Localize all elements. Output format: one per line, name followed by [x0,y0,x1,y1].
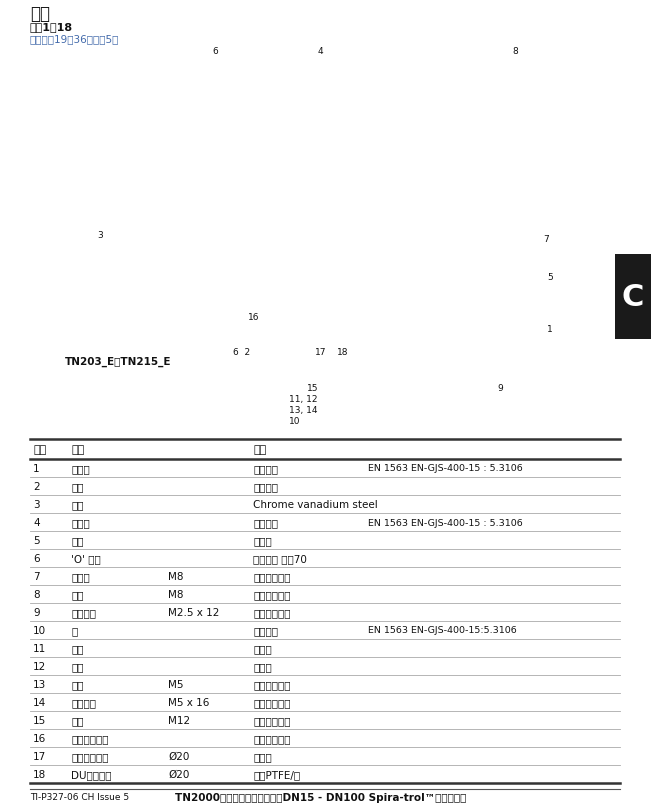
Text: M5 x 16: M5 x 16 [168,697,210,707]
Text: 18: 18 [337,348,348,357]
Text: 前夹: 前夹 [71,643,83,653]
Text: 复合管: 复合管 [253,535,271,545]
Text: 9: 9 [33,607,40,617]
Text: 8: 8 [512,47,518,57]
Text: 钣: 钣 [71,625,77,635]
Text: 碳钢（板钢）: 碳钢（板钢） [253,590,290,599]
Text: EN 1563 EN-GJS-400-15 : 5.3106: EN 1563 EN-GJS-400-15 : 5.3106 [368,464,523,473]
Text: 活塞: 活塞 [71,482,83,491]
Text: TI-P327-06 CH Issue 5: TI-P327-06 CH Issue 5 [30,792,129,801]
Text: 15: 15 [307,384,318,393]
Text: 3: 3 [33,500,40,509]
Text: DU平板轴承: DU平板轴承 [71,769,111,779]
Text: 螺纹杆: 螺纹杆 [71,571,90,581]
Text: 3: 3 [97,230,103,239]
Text: 碳钢（板钢）: 碳钢（板钢） [253,607,290,617]
Text: 序号: 序号 [33,444,46,454]
Text: 10: 10 [33,625,46,635]
Text: 17: 17 [315,348,327,357]
Text: 10: 10 [289,417,301,426]
Text: 7: 7 [543,235,549,244]
Text: 11: 11 [33,643,46,653]
Text: 6: 6 [212,47,217,57]
Text: 不锈钢: 不锈钢 [253,661,271,672]
Text: 螺母: 螺母 [71,679,83,689]
Text: 4: 4 [33,517,40,527]
Text: M8: M8 [168,571,184,581]
Text: 15: 15 [33,715,46,725]
Text: 球墨铸铁: 球墨铸铁 [253,625,278,635]
Text: C: C [622,283,644,311]
Text: 5: 5 [547,273,553,282]
Text: 6  2: 6 2 [233,348,250,357]
Text: 杆密封防尘圈: 杆密封防尘圈 [71,751,109,761]
Text: 2: 2 [33,482,40,491]
Text: 16: 16 [248,313,260,322]
Text: 后夹: 后夹 [71,661,83,672]
Text: Chrome vanadium steel: Chrome vanadium steel [253,500,378,509]
Text: 11, 12: 11, 12 [289,395,318,404]
Text: 材料: 材料 [30,5,50,23]
Text: 14: 14 [33,697,46,707]
Text: 1: 1 [33,463,40,474]
Text: 16: 16 [33,733,46,743]
Text: 平头螺丝: 平头螺丝 [71,607,96,617]
Text: 碳钢（板钢）: 碳钢（板钢） [253,679,290,689]
Text: TN203_E或TN215_E: TN203_E或TN215_E [65,356,171,367]
Text: 部件1到18: 部件1到18 [30,22,73,32]
Text: 气缸顶: 气缸顶 [71,517,90,527]
Text: 17: 17 [33,751,46,761]
Text: 6: 6 [33,553,40,564]
Text: 气缸底: 气缸底 [71,463,90,474]
Text: 部件: 部件 [71,444,84,454]
Text: 球墨铸铁: 球墨铸铁 [253,463,278,474]
Text: Ø20: Ø20 [168,751,189,761]
Text: 8: 8 [33,590,40,599]
Bar [0,68,651,440]
Bar [615,255,651,340]
Text: 螺母: 螺母 [71,590,83,599]
Text: 7: 7 [33,571,40,581]
Text: M2.5 x 12: M2.5 x 12 [168,607,219,617]
Text: 4: 4 [318,46,324,55]
Text: 12: 12 [33,661,46,672]
Text: 丁腈橡胶 硬度70: 丁腈橡胶 硬度70 [253,553,307,564]
Text: Ø20: Ø20 [168,769,189,779]
Text: 13, 14: 13, 14 [289,406,318,415]
Text: 六角螺钉: 六角螺钉 [71,697,96,707]
Text: 球墨铸铁: 球墨铸铁 [253,482,278,491]
Text: TN2000气缸式气动执行器用于DN15 - DN100 Spira-trol™系列控制阀: TN2000气缸式气动执行器用于DN15 - DN100 Spira-trol™… [175,792,466,802]
Text: 9: 9 [497,384,503,393]
Text: 碳钢（板钢）: 碳钢（板钢） [253,733,290,743]
Text: 'O' 型圈: 'O' 型圈 [71,553,101,564]
Text: M12: M12 [168,715,190,725]
Text: 球墨铸铁: 球墨铸铁 [253,517,278,527]
Text: 13: 13 [33,679,46,689]
Text: M5: M5 [168,679,184,689]
Text: 不锈钢: 不锈钢 [253,643,271,653]
Text: 碳钢（板钢）: 碳钢（板钢） [253,697,290,707]
Text: EN 1563 EN-GJS-400-15 : 5.3106: EN 1563 EN-GJS-400-15 : 5.3106 [368,518,523,527]
Text: 气缸: 气缸 [71,535,83,545]
Text: 聚氨酯: 聚氨酯 [253,751,271,761]
Text: 18: 18 [33,769,46,779]
Text: EN 1563 EN-GJS-400-15:5.3106: EN 1563 EN-GJS-400-15:5.3106 [368,626,517,635]
Text: 1: 1 [547,325,553,334]
Text: 对于部件19至36参考第5页: 对于部件19至36参考第5页 [30,34,119,44]
Text: 螺母: 螺母 [71,715,83,725]
Text: 复合PTFE/钢: 复合PTFE/钢 [253,769,300,779]
Text: 碳钢（板钢）: 碳钢（板钢） [253,571,290,581]
Text: 轴承和密封圈: 轴承和密封圈 [71,733,109,743]
Text: 材质: 材质 [253,444,266,454]
Text: 碳钢（板钢）: 碳钢（板钢） [253,715,290,725]
Text: M8: M8 [168,590,184,599]
Text: 5: 5 [33,535,40,545]
Text: 弹簧: 弹簧 [71,500,83,509]
